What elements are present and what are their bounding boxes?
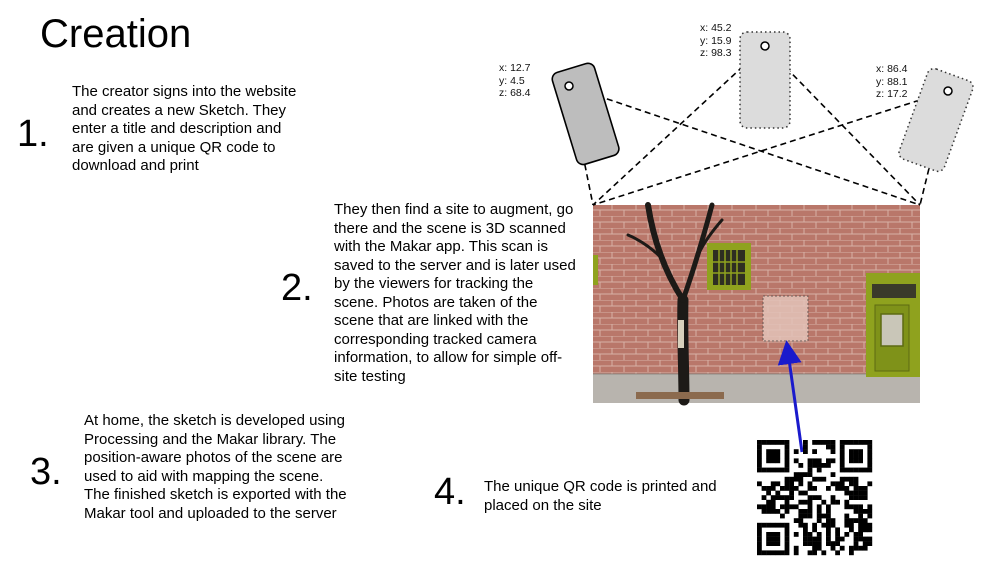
camera-2-y: y: 15.9 (700, 34, 732, 47)
camera-2-lens (760, 41, 770, 51)
step-1-number: 1. (17, 113, 49, 155)
camera-2-coordinates: x: 45.2 y: 15.9 z: 98.3 (700, 22, 732, 60)
camera-3-z: z: 17.2 (876, 88, 908, 100)
camera-1-y: y: 4.5 (499, 74, 525, 87)
qr-placement-marker (762, 295, 809, 342)
camera-1-coordinates: x: 12.7 y: 4.5 z: 68.4 (499, 62, 531, 100)
camera-3-coordinates: x: 86.4 y: 88.1 z: 17.2 (876, 63, 908, 101)
camera-3-x: x: 86.4 (876, 63, 908, 75)
tree (626, 202, 724, 406)
camera-1-x: x: 12.7 (499, 62, 531, 74)
camera-1-lens (564, 81, 574, 91)
camera-2-x: x: 45.2 (700, 22, 732, 34)
page-title: Creation (40, 12, 192, 56)
camera-2-device (739, 31, 791, 129)
camera-2-z: z: 98.3 (700, 47, 732, 59)
camera-3-lens (943, 86, 953, 96)
camera-1-device (551, 62, 620, 166)
step-4-number: 4. (434, 471, 466, 513)
camera-3-device (898, 67, 974, 173)
step-2-text: They then find a site to augment, go the… (334, 201, 576, 385)
step-4-text: The unique QR code is printed and placed… (484, 478, 717, 514)
camera-1-z: z: 68.4 (499, 87, 531, 99)
step-2-number: 2. (281, 267, 313, 309)
placement-arrow (777, 340, 804, 453)
camera-3-y: y: 88.1 (876, 75, 908, 88)
step-3-number: 3. (30, 451, 62, 493)
scene-photo (593, 202, 920, 406)
qr-code (757, 440, 873, 556)
step-1-text: The creator signs into the website and c… (72, 83, 297, 174)
step-3-text: At home, the sketch is developed using P… (84, 412, 347, 522)
